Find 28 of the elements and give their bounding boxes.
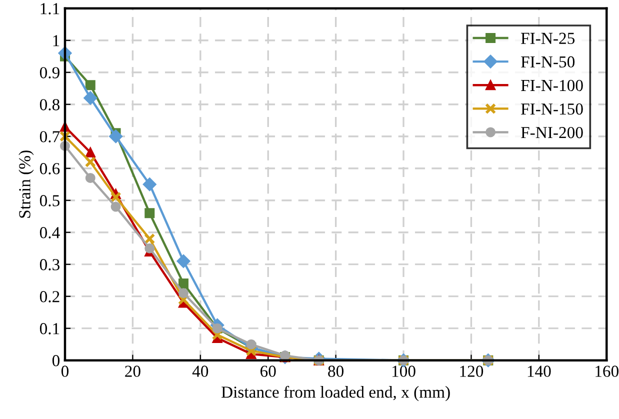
x-tick-label: 100 [392,366,416,377]
legend-label: FI-N-100 [521,80,583,92]
y-tick-label: 0 [52,355,60,366]
x-tick-label: 0 [61,366,69,377]
y-tick-label: 0.7 [40,131,60,142]
x-tick-label: 120 [460,366,484,377]
legend-label: FI-N-150 [521,103,583,115]
x-tick-label: 140 [528,366,551,377]
x-tick-label: 40 [192,366,208,377]
x-tick-label: 60 [260,366,276,377]
y-tick-label: 1 [53,35,60,46]
y-tick-label: 0.8 [40,99,60,110]
y-tick-label: 1.1 [40,3,60,14]
x-tick-label: 80 [328,366,344,377]
legend-label: F-NI-200 [521,126,583,138]
y-axis-title: Strain (%) [18,150,34,218]
y-tick-label: 0.2 [40,291,60,302]
legend-label: FI-N-25 [521,32,575,44]
y-tick-label: 0.6 [40,163,60,174]
legend-label: FI-N-50 [521,56,575,68]
y-tick-label: 0.1 [40,323,60,334]
y-tick-label: 0.5 [40,195,60,206]
x-axis-title: Distance from loaded end, x (mm) [222,386,450,402]
x-tick-label: 160 [596,366,618,377]
y-tick-label: 0.9 [40,67,60,78]
x-tick-label: 20 [125,366,140,377]
y-tick-label: 0.4 [40,227,60,238]
y-tick-label: 0.3 [40,259,60,270]
